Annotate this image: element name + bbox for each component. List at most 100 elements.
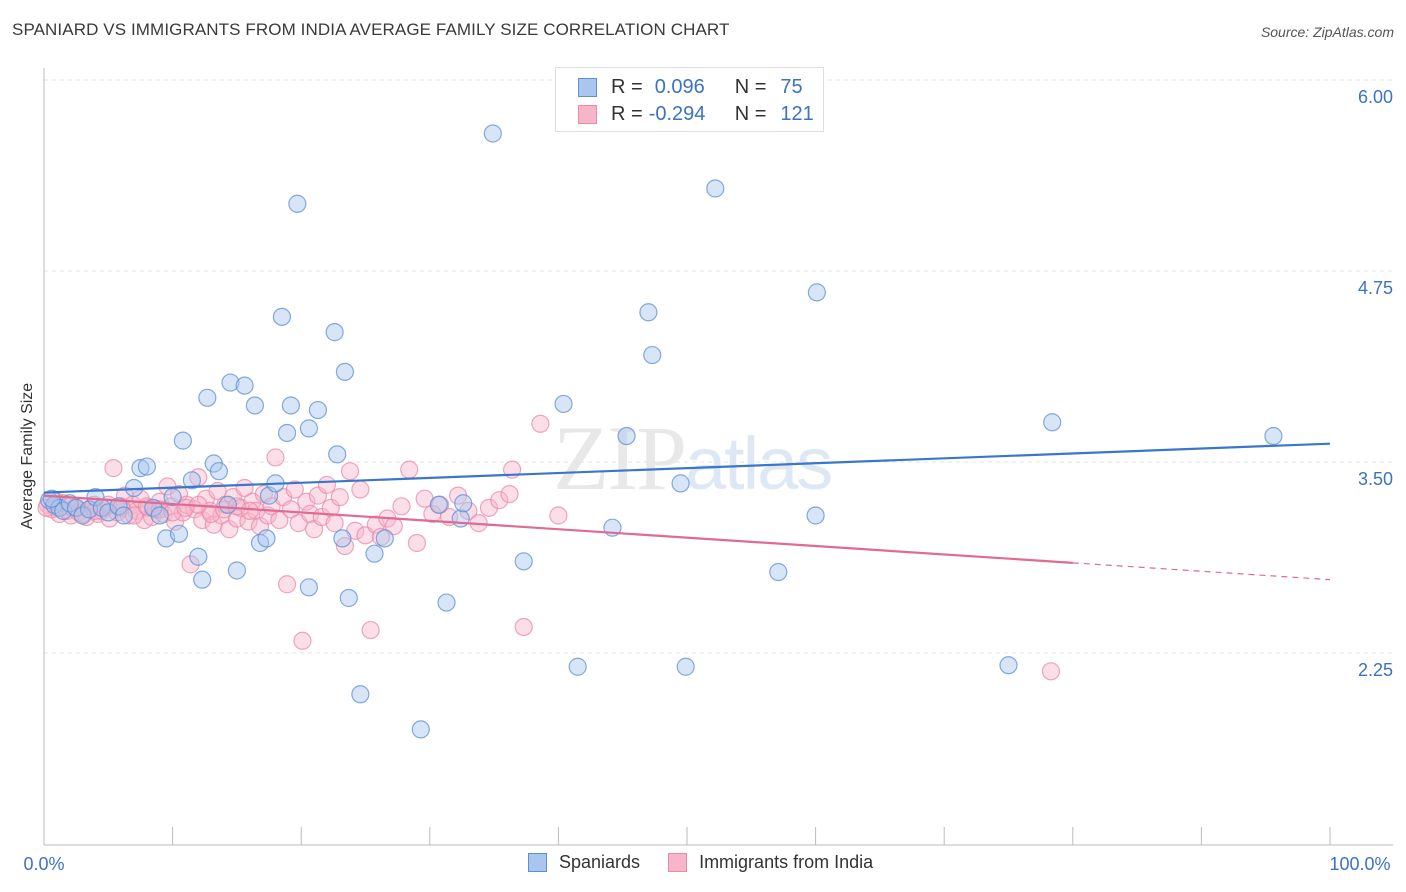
india-point <box>400 460 419 479</box>
india-point <box>193 510 212 530</box>
india-point <box>104 459 123 478</box>
spaniard-point <box>1264 426 1283 446</box>
legend-r-label: R = <box>611 102 643 125</box>
legend-swatch-spaniards <box>528 853 547 872</box>
y-tick-label: 4.75 <box>1358 278 1393 298</box>
india-point <box>549 506 568 525</box>
india-point <box>392 497 411 516</box>
spaniard-point <box>437 593 456 612</box>
india-point <box>514 617 533 637</box>
spaniard-point <box>109 497 128 516</box>
india-point <box>340 462 360 481</box>
spaniard-point <box>339 588 358 608</box>
legend-swatch-india <box>668 853 688 872</box>
india-point <box>266 448 285 467</box>
india-point <box>281 500 301 519</box>
legend-row-spaniards: R = 0.096 N = 75 <box>578 74 803 100</box>
y-tick-label: 6.00 <box>1358 87 1393 107</box>
spaniard-point <box>198 388 217 407</box>
x-tick-label: 0.0% <box>23 854 64 874</box>
spaniard-point <box>277 423 297 443</box>
spaniard-point <box>245 396 265 415</box>
legend-r-value: -0.294 <box>648 102 706 125</box>
y-axis-title: Average Family Size <box>19 382 36 530</box>
chart-source: Source: ZipAtlas.com <box>1260 24 1394 40</box>
spaniard-point <box>375 529 394 548</box>
spaniard-point <box>429 495 448 514</box>
spaniard-point <box>806 506 825 525</box>
spaniard-point <box>328 445 347 464</box>
india-point <box>500 484 519 504</box>
spaniard-point <box>209 462 228 481</box>
spaniard-point <box>221 373 240 392</box>
spaniard-point <box>235 376 254 395</box>
india-point <box>351 480 370 499</box>
legend-n-value: 121 <box>780 102 814 125</box>
spaniard-point <box>365 544 384 563</box>
spaniard-point <box>335 362 355 381</box>
legend-r-value: 0.096 <box>654 75 705 98</box>
spaniard-point <box>514 552 533 571</box>
spaniard-point <box>137 457 156 476</box>
spaniard-point <box>218 495 237 514</box>
spaniard-point <box>325 323 344 342</box>
india-point <box>293 631 312 650</box>
india-point <box>317 475 337 495</box>
y-tick-label: 2.25 <box>1358 660 1393 680</box>
spaniard-point <box>451 509 470 528</box>
india-point <box>490 491 509 510</box>
chart-title: SPANIARD VS IMMIGRANTS FROM INDIA AVERAG… <box>12 20 730 39</box>
legend-label-spaniards: Spaniards <box>559 852 641 872</box>
spaniard-point <box>86 488 105 507</box>
spaniard-point <box>454 494 473 513</box>
spaniard-point <box>189 547 208 566</box>
spaniard-point <box>676 657 695 676</box>
spaniard-point <box>173 431 192 450</box>
legend-row-india: R = -0.294 N = 121 <box>578 101 814 127</box>
spaniard-point <box>299 419 319 438</box>
series-legend: Spaniards Immigrants from India <box>528 852 901 873</box>
spaniard-point <box>131 459 150 478</box>
india-point <box>240 501 259 520</box>
spaniard-point <box>706 179 725 198</box>
legend-n-label: N = <box>734 75 767 98</box>
legend-swatch-pink <box>578 104 597 124</box>
spaniard-point <box>272 307 292 326</box>
legend-swatch-blue <box>578 77 597 97</box>
india-point <box>285 480 304 499</box>
spaniard-point <box>182 471 201 490</box>
x-tick-label: 100.0% <box>1329 854 1390 874</box>
spaniard-point <box>617 426 636 446</box>
legend-item-india: Immigrants from India <box>668 852 873 873</box>
india-point <box>407 533 427 553</box>
spaniard-point <box>568 657 587 676</box>
india-point <box>531 414 550 433</box>
spaniard-point <box>351 685 370 704</box>
india-point <box>124 506 144 525</box>
india-point <box>361 620 380 640</box>
spaniard-point <box>483 124 502 143</box>
spaniard-point <box>227 561 246 580</box>
spaniard-point <box>281 396 301 415</box>
spaniard-point <box>807 283 826 302</box>
india-point <box>325 514 344 533</box>
legend-item-spaniards: Spaniards <box>528 852 640 873</box>
watermark-zip: ZIP <box>553 407 687 509</box>
legend-n-label: N = <box>734 102 767 125</box>
spaniard-point <box>257 529 276 548</box>
spaniard-point <box>411 720 430 739</box>
spaniard-point <box>99 503 118 522</box>
india-trend-line <box>43 494 1073 564</box>
spaniards-trend-line <box>43 442 1331 494</box>
spaniard-point <box>288 194 307 213</box>
spaniard-point <box>554 394 573 414</box>
india-point <box>1041 662 1061 681</box>
legend-r-label: R = <box>611 75 643 98</box>
spaniard-point <box>114 506 133 525</box>
stats-legend: R = 0.096 N = 75 R = -0.294 N = 121 <box>555 67 824 132</box>
y-tick-label: 3.50 <box>1358 469 1393 489</box>
india-point <box>479 498 499 517</box>
india-point <box>330 488 349 507</box>
india-point <box>181 555 200 574</box>
